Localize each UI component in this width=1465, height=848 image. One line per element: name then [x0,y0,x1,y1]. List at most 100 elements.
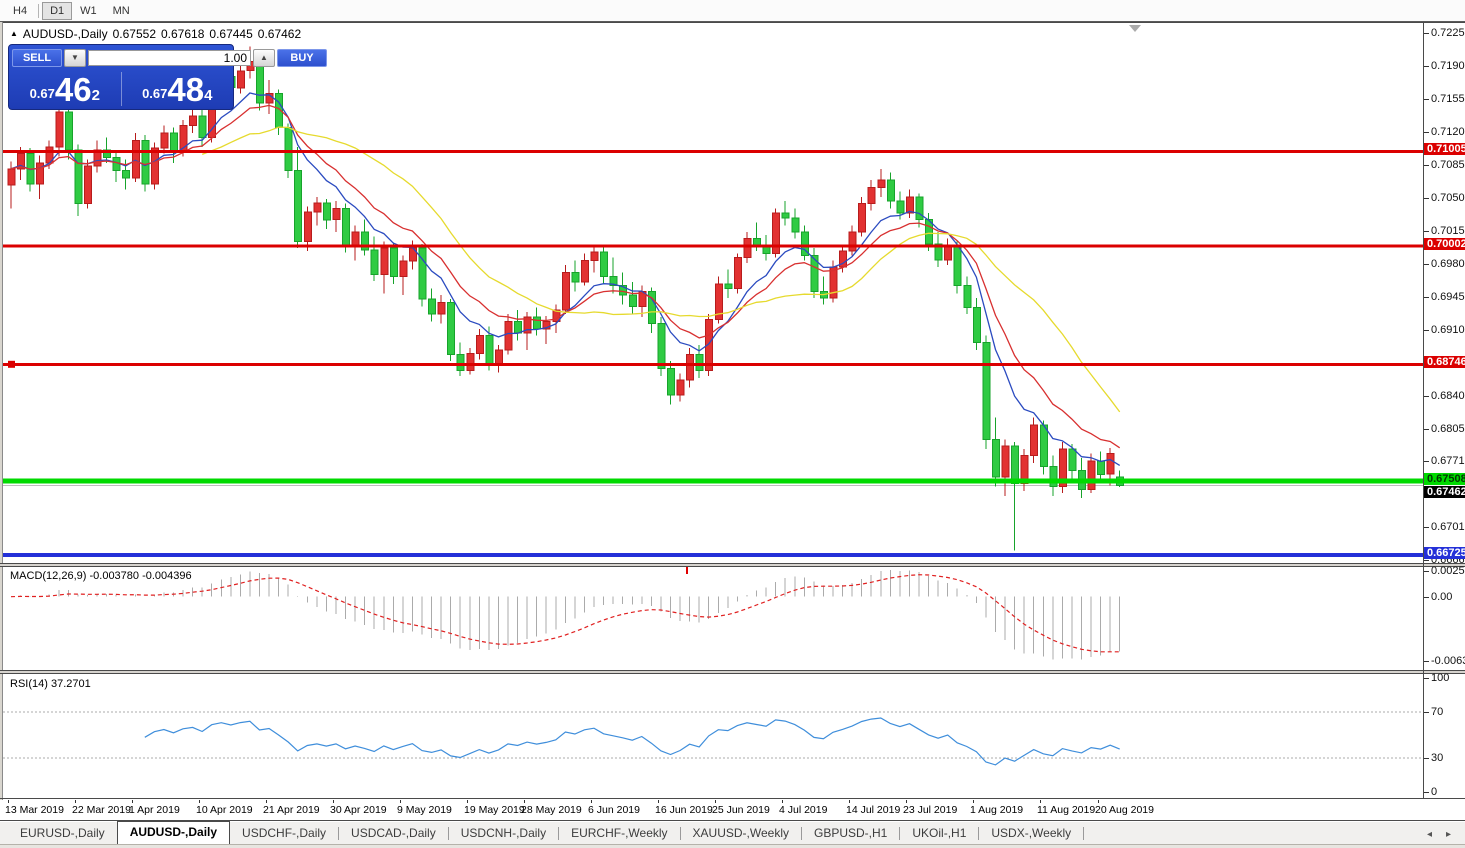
rsi-label: RSI(14) 37.2701 [10,678,91,690]
date-tick [591,800,592,803]
tab-scroll-left-icon[interactable]: ◂ [1426,829,1432,840]
macd-axis--0.006326: -0.006326 [1431,655,1465,667]
buy-price-display[interactable]: 0.67 48 4 [122,70,234,108]
volume-decrease-button[interactable]: ▼ [64,49,86,67]
trade-panel-divider [120,72,122,106]
sell-button[interactable]: SELL [12,49,62,67]
tab-ukoil-h1[interactable]: UKOil-,H1 [912,826,967,840]
date-tick [782,800,783,803]
tab-usdx-weekly[interactable]: USDX-,Weekly [991,826,1072,840]
chart-shift-marker-icon[interactable] [1129,25,1141,32]
tab-usdchf-daily[interactable]: USDCHF-,Daily [242,826,327,840]
price-tick-0.70850-tick [1424,165,1429,166]
macd-axis-0.00-tick [1424,597,1429,598]
splitter-main-macd[interactable] [0,564,1465,566]
date-label: 19 May 2019 [464,804,525,816]
tab-audusd-daily[interactable]: AUDUSD-,Daily [116,821,231,844]
bid-price-flag: 0.67462 [1424,486,1465,498]
macd-axis-0.002574-tick [1424,571,1429,572]
rsi-plot[interactable] [3,674,1423,798]
tab-usdcnh-daily[interactable]: USDCNH-,Daily [460,826,547,840]
hline-price-flag: 0.68746 [1424,356,1465,368]
date-tick [849,800,850,803]
chart-frame-top [0,22,1465,23]
rsi-axis-30-tick [1424,758,1429,759]
toolbar-divider [38,3,40,18]
ohlc-close: 0.67462 [257,27,302,41]
hline-0.67508[interactable] [3,478,1423,484]
tab-scroll-right-icon[interactable]: ▸ [1445,829,1451,840]
sell-price-base: 0.67 [29,86,55,101]
date-tick [199,800,200,803]
macd-label: MACD(12,26,9) -0.003780 -0.004396 [10,570,192,582]
price-tick-0.69800-tick [1424,264,1429,265]
date-tick [266,800,267,803]
timeframe-button-h4[interactable]: H4 [13,5,28,17]
timeframe-button-d1[interactable]: D1 [42,2,73,20]
tab-divider [1083,827,1085,840]
splitter-macd-rsi[interactable] [0,671,1465,673]
tab-gbpusd-h1[interactable]: GBPUSD-,H1 [814,826,888,840]
macd-histogram [20,570,1121,660]
hline-price-flag: 0.66725 [1424,547,1465,559]
volume-input[interactable] [88,50,251,66]
sell-price-big: 46 [54,71,92,108]
date-label: 25 Jun 2019 [712,804,770,816]
date-label: 1 Aug 2019 [970,804,1024,816]
hline-0.66725[interactable] [3,552,1423,557]
buy-button[interactable]: BUY [277,49,327,67]
tab-eurusd-daily[interactable]: EURUSD-,Daily [20,826,105,840]
tab-divider [978,827,980,840]
date-axis-bottom-border [0,820,1465,821]
date-label: 14 Jul 2019 [846,804,901,816]
macd-axis--0.006326-tick [1424,661,1429,662]
macd-plot[interactable] [3,567,1423,670]
hline-price-flag: 0.67508 [1424,473,1465,485]
sell-price-display[interactable]: 0.67 46 2 [9,70,121,108]
hline-0.70002[interactable] [3,244,1423,248]
tab-usdcad-daily[interactable]: USDCAD-,Daily [351,826,436,840]
sell-price-sup: 2 [91,87,100,104]
price-tick-0.71200-tick [1424,132,1429,133]
date-tick [973,800,974,803]
date-label: 11 Aug 2019 [1037,804,1096,816]
price-tick-0.67710-tick [1424,461,1429,462]
tab-eurchf-weekly[interactable]: EURCHF-,Weekly [571,826,668,840]
rsi-bottom-border [0,798,1465,799]
date-tick [333,800,334,803]
hline-0.68746[interactable] [3,362,1423,366]
hline-0.71005[interactable] [3,149,1423,153]
price-tick-0.69100-tick [1424,330,1429,331]
timeframe-button-w1[interactable]: W1 [80,5,97,17]
main-chart-plot[interactable] [3,23,1423,563]
volume-increase-button[interactable]: ▲ [253,49,275,67]
rsi-top-border [0,673,1465,674]
rsi-axis-0: 0 [1431,786,1438,798]
rsi-svg [3,711,1423,766]
collapse-panel-icon[interactable]: ▲ [10,29,18,38]
tab-xauusd-weekly[interactable]: XAUUSD-,Weekly [692,826,789,840]
price-tick-0.70500-tick [1424,198,1429,199]
price-tick-0.71550-tick [1424,99,1429,100]
hline-price-flag: 0.70002 [1424,238,1465,250]
date-label: 22 Mar 2019 [72,804,131,816]
price-tick-0.69450-tick [1424,297,1429,298]
ohlc-open: 0.67552 [112,27,156,41]
price-tick-0.70150-tick [1424,231,1429,232]
date-label: 6 Jun 2019 [588,804,640,816]
chart-tab-bar: EURUSD-,Daily AUDUSD-,Daily USDCHF-,Daily U… [0,821,1465,845]
date-tick [1040,800,1041,803]
rsi-line [144,717,1120,766]
timeframe-toolbar: H4 D1 W1 MN [0,0,1465,22]
hline-handle[interactable] [8,360,15,368]
timeframe-button-mn[interactable]: MN [112,5,130,17]
date-axis[interactable]: 13 Mar 2019 22 Mar 2019 1 Apr 2019 10 Apr 2… [0,800,1465,820]
date-label: 10 Apr 2019 [196,804,253,816]
